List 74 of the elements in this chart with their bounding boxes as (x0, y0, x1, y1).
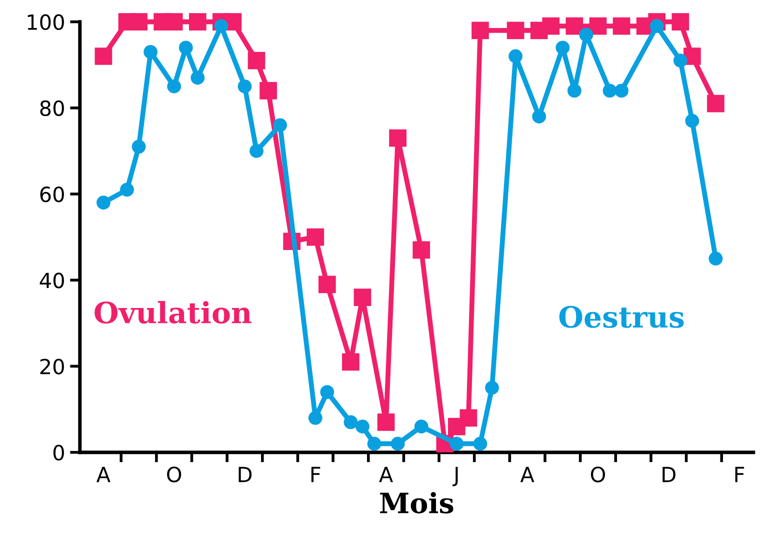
x-tick-label: F (735, 466, 744, 482)
point (579, 28, 594, 42)
point (120, 182, 134, 197)
x-tick-label: A (379, 466, 393, 482)
point (250, 144, 264, 158)
point (342, 353, 360, 371)
point (685, 114, 700, 128)
y-tick-label: 20 (40, 358, 64, 374)
point (602, 84, 617, 98)
y-tick-label: 40 (40, 272, 64, 288)
point (167, 79, 182, 94)
y-tick-label: 80 (40, 100, 64, 116)
x-tick-label: F (311, 466, 320, 482)
point (178, 40, 193, 55)
point (450, 436, 464, 451)
y-tick-label: 100 (28, 14, 64, 30)
point (273, 118, 288, 132)
point (224, 13, 242, 30)
text: Ovulation (94, 301, 252, 324)
x-tick-label: O (167, 466, 182, 482)
point (506, 22, 524, 40)
point (190, 70, 205, 85)
point (377, 414, 395, 431)
point (412, 241, 430, 259)
x-tick-label: J (452, 466, 458, 486)
point (508, 49, 522, 64)
y-tick-label: 60 (40, 186, 64, 202)
point (94, 48, 112, 65)
x-axis-title: Mois (380, 492, 454, 514)
point (318, 276, 336, 294)
point (344, 415, 358, 430)
point (473, 436, 488, 451)
point (132, 140, 146, 154)
point (144, 44, 158, 59)
point (130, 13, 148, 30)
point (260, 82, 277, 100)
point (96, 196, 110, 210)
point (683, 48, 701, 65)
point (672, 13, 690, 30)
x-tick-label: D (662, 466, 676, 482)
point (320, 385, 334, 400)
point (248, 52, 266, 70)
point (389, 129, 406, 147)
point (414, 420, 428, 434)
point (614, 84, 628, 98)
point (356, 420, 370, 434)
point (354, 288, 372, 306)
point (485, 380, 499, 395)
x-tick-label: O (590, 466, 605, 482)
point (390, 436, 405, 451)
point (612, 17, 630, 35)
point (165, 13, 183, 30)
point (566, 17, 584, 35)
y-tick-label: 0 (53, 444, 64, 461)
point (460, 409, 478, 427)
series-label: Oestrus (559, 306, 684, 328)
point (367, 436, 382, 451)
x-tick-label: A (96, 466, 110, 482)
point (214, 19, 228, 34)
point (308, 410, 322, 425)
point (188, 13, 206, 30)
point (567, 84, 582, 98)
point (707, 94, 724, 112)
point (673, 54, 688, 68)
point (532, 110, 546, 124)
point (472, 22, 489, 40)
point (306, 228, 324, 246)
point (238, 79, 252, 94)
point (556, 40, 570, 55)
point (542, 17, 560, 35)
x-tick-label: A (520, 466, 534, 482)
x-tick-label: D (238, 466, 252, 482)
point (708, 252, 723, 266)
point (589, 17, 607, 35)
